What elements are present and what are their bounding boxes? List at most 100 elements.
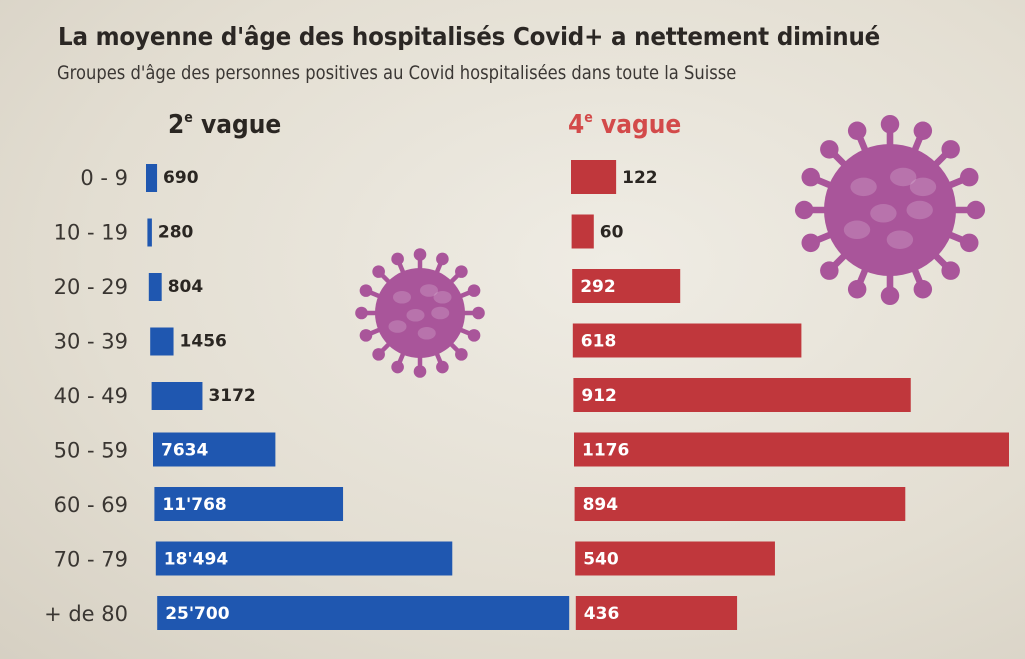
category-label: 50 - 59: [54, 439, 128, 463]
virus-spike-tip: [436, 252, 449, 266]
virus-body: [375, 268, 465, 358]
virus-spike-tip: [960, 233, 979, 253]
data-label: 3172: [208, 386, 255, 406]
data-label: 1176: [582, 441, 629, 461]
series-title-rest: vague: [192, 110, 282, 140]
virus-spike-tip: [372, 265, 385, 278]
virus-spike-tip: [880, 114, 900, 134]
bar: [574, 432, 1009, 467]
virus-spot: [417, 326, 436, 340]
virus-spot: [406, 308, 425, 322]
virus-spike-tip: [472, 306, 485, 320]
virus-icon: [355, 248, 485, 378]
bar: [572, 323, 802, 358]
virus-spot: [909, 177, 937, 197]
virus-spot: [850, 177, 877, 197]
virus-spike-tip: [359, 329, 373, 342]
series-wave-4: 122 60 292 618 912 1176 894 540 436: [571, 160, 1009, 630]
bar: [155, 541, 453, 576]
category-label: 70 - 79: [54, 548, 128, 572]
bar: [574, 487, 906, 521]
data-label: 122: [622, 168, 658, 188]
data-label: 60: [600, 223, 624, 243]
bar: [151, 382, 203, 410]
virus-spike-tip: [436, 360, 449, 374]
virus-spike-tip: [359, 284, 373, 297]
virus-spot: [393, 290, 411, 304]
bar: [572, 269, 681, 303]
virus-spike-tip: [467, 329, 481, 342]
virus-spike-tip: [801, 167, 820, 187]
series-title-wave-2: 2e vague: [168, 110, 281, 140]
data-label: 7634: [161, 441, 208, 461]
virus-spike-tip: [880, 286, 900, 306]
bar: [575, 596, 738, 630]
data-label: 912: [581, 386, 617, 406]
data-label: 18'494: [164, 550, 229, 570]
virus-spike-tip: [391, 360, 404, 374]
virus-spot: [886, 230, 914, 249]
virus-spot: [906, 200, 933, 220]
series-title-sup: e: [584, 110, 593, 126]
data-label: 804: [168, 277, 204, 297]
data-label: 618: [581, 332, 617, 352]
bar: [571, 214, 594, 249]
category-label: + de 80: [44, 602, 128, 626]
virus-spike-tip: [801, 233, 820, 253]
category-axis: 0 - 9 10 - 19 20 - 29 30 - 39 40 - 49 50 - 59…: [44, 166, 128, 626]
bar: [147, 218, 152, 247]
virus-spike-tip: [372, 348, 385, 361]
series-title-sup: e: [184, 110, 193, 126]
virus-spike-tip: [913, 280, 933, 299]
virus-spike-tip: [847, 280, 867, 299]
category-label: 60 - 69: [54, 493, 128, 517]
data-label: 690: [163, 168, 199, 188]
data-label: 11'768: [162, 495, 226, 515]
virus-spike-tip: [355, 306, 368, 320]
bar: [146, 164, 158, 192]
bar: [571, 160, 617, 194]
bar: [154, 487, 344, 521]
chart-title: La moyenne d'âge des hospitalisés Covid+…: [58, 22, 881, 51]
series-title-main: 4: [568, 110, 585, 140]
category-label: 30 - 39: [54, 330, 128, 354]
category-label: 20 - 29: [54, 275, 128, 299]
virus-spike-tip: [941, 261, 960, 280]
virus-spike-tip: [455, 265, 468, 278]
series-wave-2: 690 280 804 1456 3172 7634 11'768 18'494 25'700: [146, 164, 570, 630]
virus-spike-tip: [820, 140, 839, 159]
chart-subtitle: Groupes d'âge des personnes positives au…: [57, 62, 737, 84]
bar: [573, 378, 911, 412]
virus-spike-tip: [847, 121, 867, 140]
data-label: 894: [583, 495, 619, 515]
virus-spike-tip: [966, 200, 986, 220]
virus-icon: [794, 114, 986, 306]
virus-spike-tip: [913, 121, 933, 140]
category-label: 0 - 9: [80, 166, 128, 190]
virus-spike-tip: [413, 365, 427, 378]
virus-spike-tip: [960, 167, 979, 187]
virus-spike-tip: [413, 248, 427, 261]
data-label: 436: [584, 604, 620, 624]
virus-spot: [843, 220, 871, 240]
bar: [157, 596, 570, 630]
virus-spike-tip: [391, 252, 404, 266]
virus-spot: [433, 290, 452, 304]
virus-spike-tip: [794, 200, 814, 220]
virus-spike-tip: [820, 261, 839, 280]
virus-spot: [890, 167, 917, 187]
bar: [150, 327, 174, 356]
bar: [148, 273, 162, 301]
data-label: 292: [580, 277, 616, 297]
virus-spot: [388, 320, 407, 333]
virus-spike-tip: [455, 348, 468, 361]
bar: [575, 541, 775, 576]
category-label: 40 - 49: [54, 384, 128, 408]
virus-spot: [431, 306, 450, 320]
category-label: 10 - 19: [54, 221, 128, 245]
data-label: 25'700: [165, 604, 230, 624]
virus-spot: [870, 204, 897, 223]
virus-body: [824, 144, 956, 276]
virus-spot: [420, 284, 438, 297]
